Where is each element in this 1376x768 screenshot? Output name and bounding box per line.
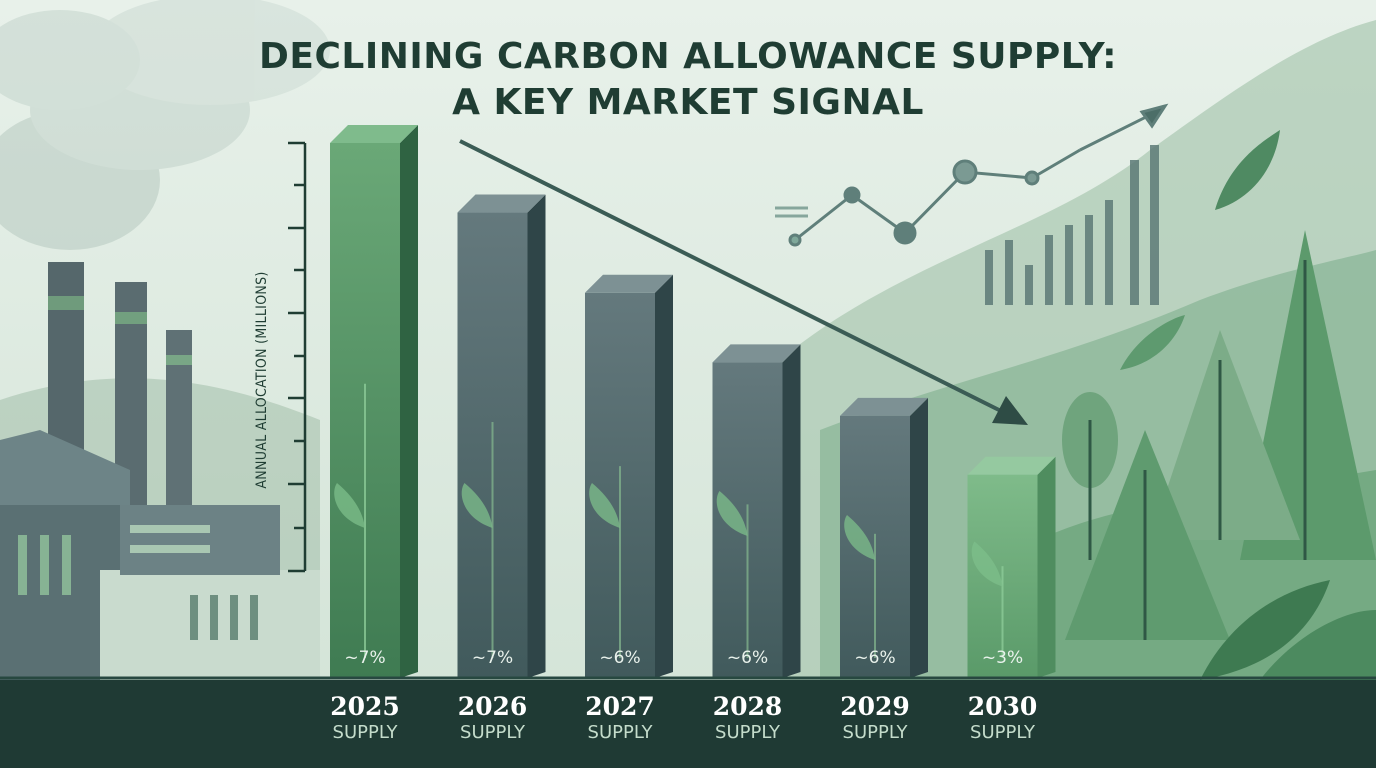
x-tick-label: 2025	[330, 692, 400, 721]
x-tick-sublabel: SUPPLY	[715, 722, 780, 743]
bar-2026	[457, 194, 546, 679]
bar-top	[330, 125, 418, 143]
bar-data-label: ~6%	[599, 648, 641, 668]
leaf-icon	[844, 515, 875, 561]
leaf-icon	[716, 490, 748, 536]
bar-data-label: ~6%	[854, 648, 896, 668]
bar-2028	[712, 344, 801, 678]
bar-side	[527, 194, 546, 679]
bar-top	[712, 344, 801, 363]
bar-2025	[330, 125, 418, 678]
bar-data-label: ~6%	[726, 648, 769, 668]
bar-data-label: ~7%	[471, 648, 514, 668]
x-tick-label: 2026	[457, 692, 528, 721]
chart-title-line-2: A KEY MARKET SIGNAL	[452, 82, 924, 123]
bar-top	[457, 194, 546, 213]
x-tick-sublabel: SUPPLY	[332, 722, 398, 743]
y-axis-label: ANNUAL ALLOCATION (MILLIONS)	[254, 271, 270, 489]
trees-decoration	[1062, 130, 1376, 680]
leaf-icon	[334, 483, 365, 528]
bar-side	[1037, 456, 1056, 678]
bar-2029	[840, 397, 928, 678]
bar-top	[585, 274, 673, 293]
bar-2030	[967, 456, 1056, 678]
x-tick-label: 2027	[585, 692, 655, 721]
x-tick-sublabel: SUPPLY	[587, 722, 653, 743]
x-tick-label: 2029	[840, 692, 910, 721]
x-tick-sublabel: SUPPLY	[842, 722, 908, 743]
bar-side	[400, 125, 418, 678]
factory-decoration	[0, 262, 320, 680]
chart-title-line-1: DECLINING CARBON ALLOWANCE SUPPLY:	[259, 36, 1117, 77]
bar-side	[910, 397, 928, 678]
x-tick-sublabel: SUPPLY	[460, 722, 525, 743]
bar-top	[967, 456, 1056, 475]
bar-side	[782, 344, 801, 678]
x-tick-sublabel: SUPPLY	[970, 722, 1035, 743]
bar-data-label: ~7%	[344, 648, 386, 668]
leaf-icon	[971, 541, 1003, 587]
bars-group	[330, 125, 1056, 679]
decline-arrow	[459, 139, 1028, 425]
mini-bars-decoration	[985, 145, 1159, 305]
leaf-icon	[589, 483, 620, 528]
leaf-icon	[461, 483, 493, 528]
base-strip	[0, 680, 1376, 768]
trend-decoration	[775, 103, 1169, 247]
x-tick-label: 2030	[967, 692, 1038, 721]
x-tick-label: 2028	[712, 692, 783, 721]
bar-side	[655, 274, 673, 678]
bar-top	[840, 397, 928, 416]
y-axis	[288, 141, 307, 573]
bar-2027	[585, 274, 673, 678]
bar-data-label: ~3%	[981, 648, 1024, 668]
smoke-decoration	[0, 0, 330, 250]
